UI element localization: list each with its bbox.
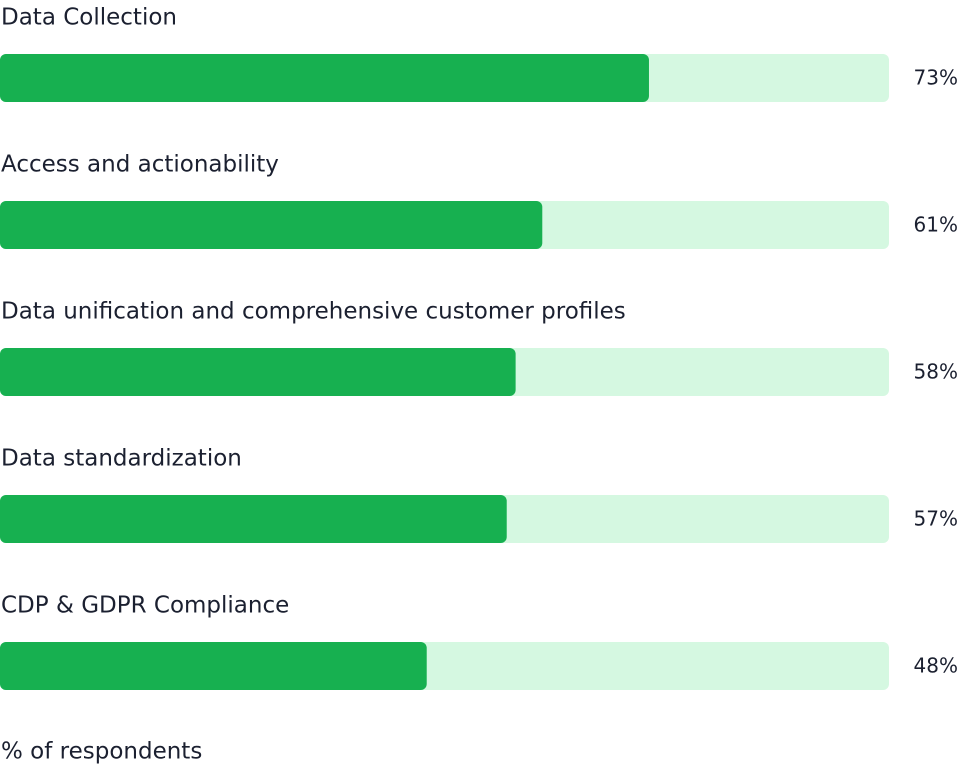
bar (0, 348, 516, 396)
x-axis-label: % of respondents (1, 739, 202, 765)
bar (0, 201, 543, 249)
value-label: 58% (914, 360, 958, 384)
value-label: 57% (914, 507, 958, 531)
category-label: Access and actionability (1, 152, 279, 178)
bar (0, 642, 427, 690)
value-label: 73% (914, 66, 958, 90)
bar (0, 54, 649, 102)
category-label: Data unification and comprehensive custo… (1, 299, 626, 325)
category-label: Data Collection (1, 5, 177, 31)
value-label: 48% (914, 654, 958, 678)
value-label: 61% (914, 213, 958, 237)
category-label: CDP & GDPR Compliance (1, 593, 289, 619)
category-label: Data standardization (1, 446, 242, 472)
bar (0, 495, 507, 543)
